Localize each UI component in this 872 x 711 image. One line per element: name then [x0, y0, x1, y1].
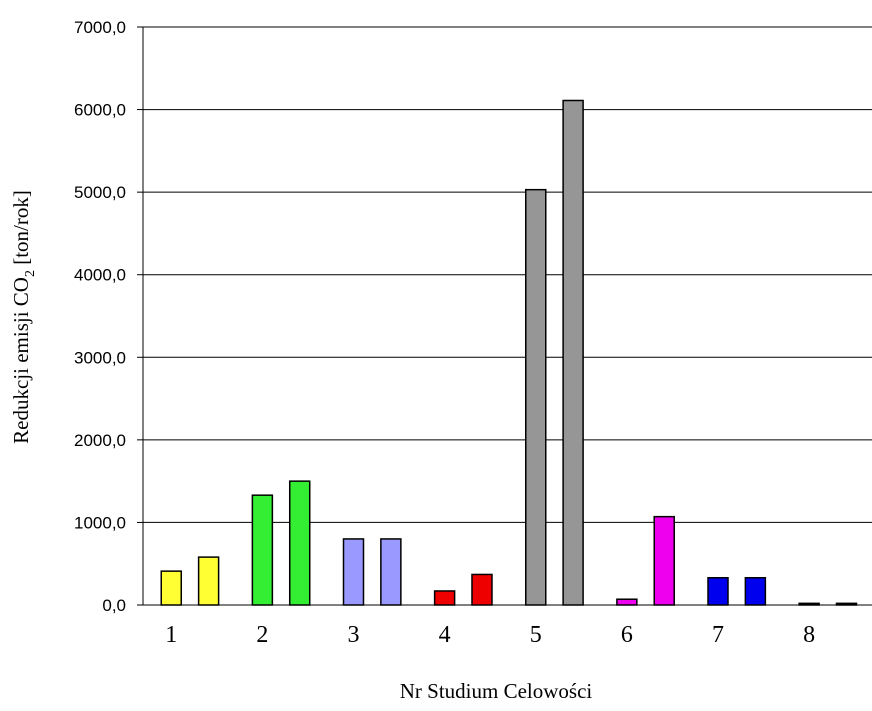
bar-3-1: [342, 538, 365, 606]
bar-5-2: [562, 99, 584, 606]
bar-7-2: [744, 577, 767, 606]
bar-6-2: [653, 515, 675, 606]
bar-1-1: [160, 570, 182, 606]
x-tick-label: 2: [256, 622, 268, 648]
gridlines: [143, 26, 872, 523]
y-tick-label: 2000,0: [74, 431, 126, 450]
x-tick-labels: 1 2 3 4 5 6 7 8: [165, 622, 815, 648]
bar-5-1: [524, 188, 547, 606]
y-axis-title-subscript: 2: [23, 270, 38, 277]
bar-4-1: [433, 590, 456, 606]
bar-6-1: [616, 598, 638, 606]
x-tick-label: 4: [439, 622, 451, 648]
bar-7-1: [707, 577, 729, 606]
y-tick-labels: 0,0 1000,0 2000,0 3000,0 4000,0 5000,0 6000,0 7…: [74, 18, 126, 615]
y-axis-title-prefix: Redukcji emisji CO: [9, 277, 33, 444]
bar-1-2: [197, 556, 220, 606]
y-axis-title-suffix: [ton/rok]: [9, 190, 33, 270]
x-tick-label: 5: [530, 622, 542, 648]
y-tick-label: 0,0: [102, 596, 126, 615]
y-tick-label: 1000,0: [74, 513, 126, 532]
y-tick-label: 3000,0: [74, 348, 126, 367]
y-axis-title: Redukcji emisji CO2 [ton/rok]: [9, 190, 38, 444]
bar-2-1: [251, 494, 274, 606]
x-tick-label: 6: [621, 622, 633, 648]
y-tick-label: 5000,0: [74, 183, 126, 202]
x-axis-title: Nr Studium Celowości: [400, 679, 593, 703]
x-tick-label: 1: [165, 622, 177, 648]
y-tick-label: 7000,0: [74, 18, 126, 37]
y-tick-label: 4000,0: [74, 266, 126, 285]
bar-4-2: [471, 573, 493, 606]
x-tick-label: 3: [347, 622, 359, 648]
x-tick-label: 8: [803, 622, 815, 648]
bar-2-2: [288, 480, 311, 606]
axes: [137, 26, 872, 606]
bars: [160, 99, 858, 606]
x-tick-label: 7: [712, 622, 724, 648]
y-tick-label: 6000,0: [74, 101, 126, 120]
bar-3-2: [380, 538, 402, 606]
